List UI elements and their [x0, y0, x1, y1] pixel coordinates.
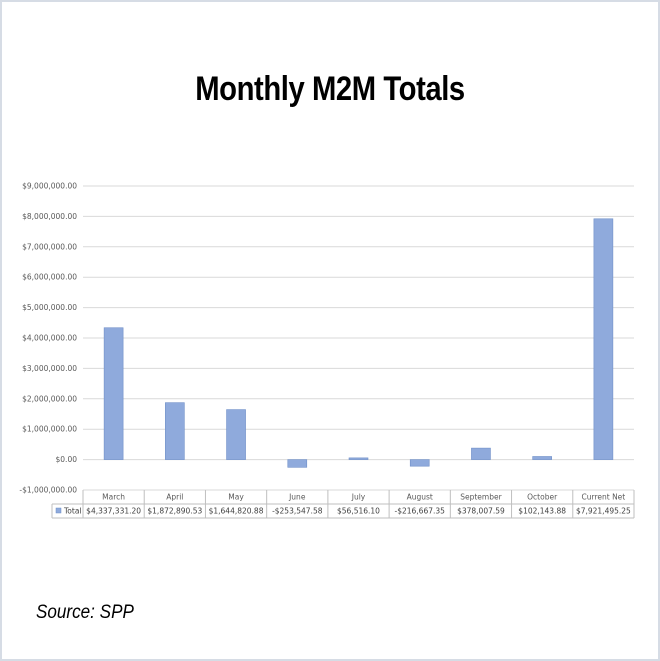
y-tick-label: $9,000,000.00	[22, 182, 77, 191]
bar-august	[409, 459, 430, 467]
data-label: $7,921,495.25	[576, 507, 631, 516]
category-label: March	[102, 493, 125, 502]
category-label: May	[228, 493, 244, 502]
data-label: $378,007.59	[457, 507, 505, 516]
category-label: June	[288, 493, 306, 502]
source-note: Source: SPP	[36, 602, 134, 623]
y-tick-label: -$1,000,000.00	[19, 486, 77, 495]
category-label: July	[351, 493, 366, 502]
y-tick-label: $1,000,000.00	[22, 425, 77, 434]
bar-march	[103, 327, 124, 460]
y-tick-label: $7,000,000.00	[22, 242, 77, 251]
bar-september	[471, 447, 491, 460]
y-tick-label: $8,000,000.00	[22, 212, 77, 221]
category-label: Current Net	[582, 493, 626, 502]
data-label: -$253,547.58	[272, 507, 323, 516]
bar-june	[287, 459, 308, 468]
y-tick-label: $6,000,000.00	[22, 273, 77, 282]
data-label: $56,516.10	[337, 507, 380, 516]
y-tick-label: $0.00	[56, 455, 78, 464]
legend-swatch	[55, 507, 62, 514]
y-tick-label: $4,000,000.00	[22, 334, 77, 343]
data-label: $4,337,331.20	[86, 507, 141, 516]
bar-july	[348, 457, 369, 460]
data-label: $1,872,890.53	[147, 507, 202, 516]
bar-october	[532, 456, 552, 460]
category-label: September	[460, 493, 502, 502]
data-label: $102,143.88	[518, 507, 566, 516]
category-label: August	[407, 493, 433, 502]
data-label: $1,644,820.88	[209, 507, 264, 516]
y-tick-label: $3,000,000.00	[22, 364, 77, 373]
bar-current-net	[593, 218, 614, 460]
legend-label: Total	[63, 507, 82, 516]
bar-april	[165, 402, 185, 460]
y-tick-label: $2,000,000.00	[22, 394, 77, 403]
category-label: April	[166, 493, 183, 502]
category-label: October	[527, 493, 558, 502]
data-label: -$216,667.35	[395, 507, 446, 516]
chart-title: Monthly M2M Totals	[195, 70, 465, 108]
bar-may	[226, 409, 246, 460]
y-tick-label: $5,000,000.00	[22, 303, 77, 312]
